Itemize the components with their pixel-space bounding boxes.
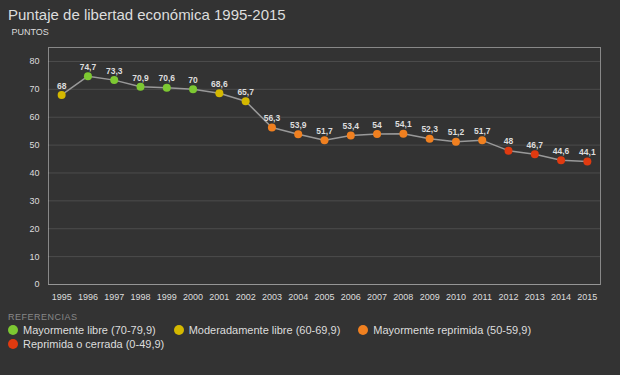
svg-text:2009: 2009 xyxy=(420,292,440,302)
svg-text:2013: 2013 xyxy=(525,292,545,302)
svg-text:68: 68 xyxy=(57,81,67,91)
svg-text:1995: 1995 xyxy=(52,292,72,302)
svg-text:PUNTOS: PUNTOS xyxy=(12,27,49,37)
svg-text:50: 50 xyxy=(29,140,39,150)
svg-text:2000: 2000 xyxy=(183,292,203,302)
svg-text:2012: 2012 xyxy=(498,292,518,302)
svg-text:10: 10 xyxy=(29,251,39,261)
svg-text:2015: 2015 xyxy=(577,292,597,302)
svg-text:2010: 2010 xyxy=(446,292,466,302)
svg-text:20: 20 xyxy=(29,224,39,234)
svg-text:2008: 2008 xyxy=(393,292,413,302)
svg-text:70,6: 70,6 xyxy=(159,73,176,83)
svg-text:2006: 2006 xyxy=(341,292,361,302)
svg-text:68,6: 68,6 xyxy=(211,79,228,89)
svg-text:2005: 2005 xyxy=(314,292,334,302)
svg-text:70: 70 xyxy=(29,84,39,94)
svg-text:1997: 1997 xyxy=(104,292,124,302)
svg-text:44,1: 44,1 xyxy=(579,147,596,157)
svg-text:1996: 1996 xyxy=(78,292,98,302)
svg-text:65,7: 65,7 xyxy=(237,87,254,97)
html-text:REFERENCIAS: REFERENCIAS xyxy=(8,312,78,322)
svg-text:54,1: 54,1 xyxy=(395,119,412,129)
svg-text:46,7: 46,7 xyxy=(527,140,544,150)
svg-text:73,3: 73,3 xyxy=(106,66,123,76)
svg-text:70: 70 xyxy=(188,75,198,85)
svg-text:2014: 2014 xyxy=(551,292,571,302)
svg-text:51,7: 51,7 xyxy=(316,126,333,136)
svg-text:51,2: 51,2 xyxy=(448,127,465,137)
svg-text:60: 60 xyxy=(29,112,39,122)
svg-text:1999: 1999 xyxy=(157,292,177,302)
svg-text:2002: 2002 xyxy=(236,292,256,302)
svg-text:74,7: 74,7 xyxy=(80,62,97,72)
svg-text:40: 40 xyxy=(29,168,39,178)
svg-text:2003: 2003 xyxy=(262,292,282,302)
svg-text:56,3: 56,3 xyxy=(264,113,281,123)
svg-text:52,3: 52,3 xyxy=(421,124,438,134)
svg-text:80: 80 xyxy=(29,56,39,66)
html-text:Moderadamente libre (60-69,9): Moderadamente libre (60-69,9) xyxy=(188,324,341,336)
html-text:Reprimida o cerrada (0-49,9): Reprimida o cerrada (0-49,9) xyxy=(23,338,165,350)
html-text:Puntaje de libertad económica: Puntaje de libertad económica 1995-2015 xyxy=(8,6,286,23)
svg-text:48: 48 xyxy=(504,136,514,146)
html-text:Mayormente libre (70-79,9): Mayormente libre (70-79,9) xyxy=(23,324,156,336)
svg-text:1998: 1998 xyxy=(130,292,150,302)
svg-text:44,6: 44,6 xyxy=(553,146,570,156)
svg-text:2004: 2004 xyxy=(288,292,308,302)
svg-text:2001: 2001 xyxy=(209,292,229,302)
svg-text:54: 54 xyxy=(372,120,382,130)
svg-text:2007: 2007 xyxy=(367,292,387,302)
html-text:Mayormente reprimida (50-59,9): Mayormente reprimida (50-59,9) xyxy=(373,324,531,336)
svg-text:53,9: 53,9 xyxy=(290,120,307,130)
svg-text:0: 0 xyxy=(34,279,39,289)
svg-text:53,4: 53,4 xyxy=(343,121,360,131)
svg-text:30: 30 xyxy=(29,196,39,206)
svg-text:70,9: 70,9 xyxy=(132,73,149,83)
svg-text:2011: 2011 xyxy=(473,292,492,302)
svg-text:51,7: 51,7 xyxy=(474,126,491,136)
